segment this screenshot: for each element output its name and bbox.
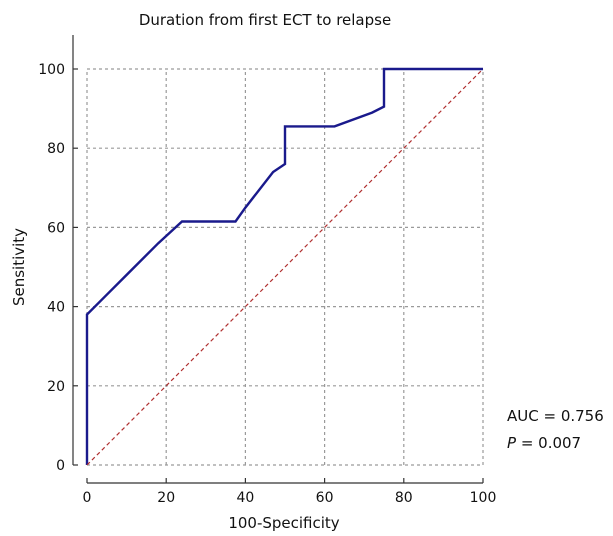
auc-annotation: AUC = 0.756 [507, 407, 604, 425]
x-tick-label-0: 0 [83, 490, 92, 506]
axes [72, 35, 483, 484]
y-tick-label-40: 40 [47, 300, 65, 316]
x-tick-label-40: 40 [236, 490, 254, 506]
p-symbol: P [507, 434, 517, 452]
chart-title: Duration from first ECT to relapse [139, 11, 391, 29]
x-axis-label: 100-Specificity [228, 514, 339, 532]
reference-diagonal-line [86, 68, 484, 466]
y-tick-label-0: 0 [56, 458, 65, 474]
x-tick-label-20: 20 [157, 490, 175, 506]
series [85, 67, 484, 466]
p-annotation: P = 0.007 [507, 434, 581, 452]
p-value: = 0.007 [516, 434, 581, 452]
x-tick-label-100: 100 [470, 490, 497, 506]
y-tick-label-100: 100 [38, 62, 65, 78]
grid [86, 68, 484, 466]
y-tick-label-60: 60 [47, 220, 65, 236]
x-tick-label-80: 80 [395, 490, 413, 506]
roc-curve-line [85, 67, 483, 465]
ticks: 0 20 40 60 80 100 0 20 40 60 80 100 [38, 62, 496, 506]
y-axis-label: Sensitivity [10, 228, 28, 306]
y-tick-label-80: 80 [47, 141, 65, 157]
y-tick-label-20: 20 [47, 379, 65, 395]
x-tick-label-60: 60 [316, 490, 334, 506]
